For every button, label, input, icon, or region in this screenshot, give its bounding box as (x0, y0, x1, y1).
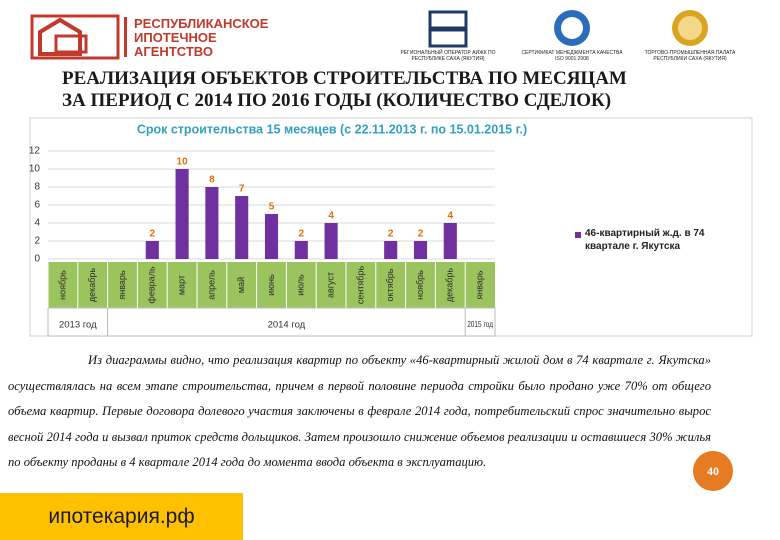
partner-caption: СЕРТИФИКАТ МЕНЕДЖМЕНТА КАЧЕСТВА ISO 9001… (521, 50, 623, 62)
body-text: Из диаграммы видно, что реализация кварт… (8, 353, 711, 470)
x-group-label: 2013 год (59, 320, 97, 331)
category-band (48, 262, 495, 308)
x-tick-label: май (236, 277, 246, 293)
x-group-label: 2015 год (467, 320, 493, 329)
year-band (47, 307, 496, 337)
bar (324, 223, 338, 259)
y-tick-label: 8 (34, 182, 40, 193)
logo-icon (30, 14, 120, 60)
legend-label: 46-квартирный ж.д. в 74 квартале г. Якут… (585, 228, 705, 252)
x-tick-label: январь (117, 270, 127, 300)
logo-divider (124, 17, 127, 57)
bar (294, 241, 308, 259)
x-tick-label: июнь (266, 274, 276, 296)
x-group-label: 2014 год (268, 320, 306, 331)
bar (443, 223, 457, 259)
value-label: 2 (150, 229, 156, 240)
logo-line: РЕСПУБЛИКАНСКОЕ (134, 16, 269, 31)
page-number: 40 (707, 464, 719, 478)
title-line: РЕАЛИЗАЦИЯ ОБЪЕКТОВ СТРОИТЕЛЬСТВА ПО МЕС… (62, 68, 627, 89)
legend-swatch (575, 232, 581, 238)
partner-icon (672, 10, 708, 46)
x-tick-label: июль (296, 274, 306, 296)
x-tick-label: январь (474, 270, 484, 300)
bar (413, 241, 428, 259)
x-tick-label: ноябрь (415, 270, 425, 300)
value-label: 7 (239, 184, 245, 195)
title-line: ЗА ПЕРИОД С 2014 ПО 2016 ГОДЫ (КОЛИЧЕСТВ… (62, 90, 612, 111)
y-tick-label: 2 (34, 236, 40, 247)
bar (264, 214, 279, 259)
x-tick-label: апрель (206, 270, 216, 300)
bar (205, 187, 219, 259)
chart-title: Срок строительства 15 месяцев (с 22.11.2… (137, 122, 527, 136)
partner-caption: РЕГИОНАЛЬНЫЙ ОПЕРАТОР АИЖК ПО РЕСПУБЛИКЕ… (400, 50, 496, 62)
value-label: 4 (448, 211, 454, 222)
x-tick-label: февраль (147, 266, 157, 303)
x-tick-label: октябрь (385, 268, 395, 301)
bar (175, 169, 189, 259)
y-tick-label: 10 (29, 164, 41, 175)
x-tick-label: декабрь (445, 268, 455, 303)
value-label: 2 (418, 229, 424, 240)
slide-title: РЕАЛИЗАЦИЯ ОБЪЕКТОВ СТРОИТЕЛЬСТВА ПО МЕС… (62, 68, 627, 112)
bar (145, 241, 159, 259)
y-tick-label: 6 (34, 200, 40, 211)
footer-site: ипотекария.рф (0, 493, 243, 540)
value-label: 10 (177, 157, 189, 168)
value-label: 2 (299, 229, 305, 240)
partner-icon (428, 10, 468, 48)
logo-line: АГЕНТСТВО (134, 44, 213, 59)
value-label: 4 (328, 211, 334, 222)
x-tick-label: март (176, 275, 186, 295)
x-tick-label: август (325, 272, 335, 298)
chart: Срок строительства 15 месяцев (с 22.11.2… (29, 117, 753, 337)
value-label: 2 (388, 229, 394, 240)
legend-wrap: 46-квартирный ж.д. в 74 квартале г. Якут… (585, 228, 705, 252)
value-label: 8 (209, 175, 215, 186)
y-tick-label: 0 (34, 254, 40, 265)
y-tick-label: 4 (34, 218, 40, 229)
x-tick-label: сентябрь (355, 266, 365, 305)
value-label: 5 (269, 202, 275, 213)
logo-text: РЕСПУБЛИКАНСКОЕ ИПОТЕЧНОЕ АГЕНТСТВО (134, 17, 268, 59)
y-tick-label: 12 (29, 146, 41, 157)
bar (235, 196, 249, 259)
logo-line: ИПОТЕЧНОЕ (134, 30, 217, 45)
partner-caption: ТОРГОВО-ПРОМЫШЛЕННАЯ ПАЛАТА РЕСПУБЛИКИ С… (644, 50, 736, 62)
bar (384, 241, 398, 259)
partner-icon (554, 10, 590, 46)
x-tick-label: декабрь (87, 268, 97, 303)
x-tick-label: ноябрь (57, 270, 67, 300)
page-badge: 40 (691, 449, 735, 493)
